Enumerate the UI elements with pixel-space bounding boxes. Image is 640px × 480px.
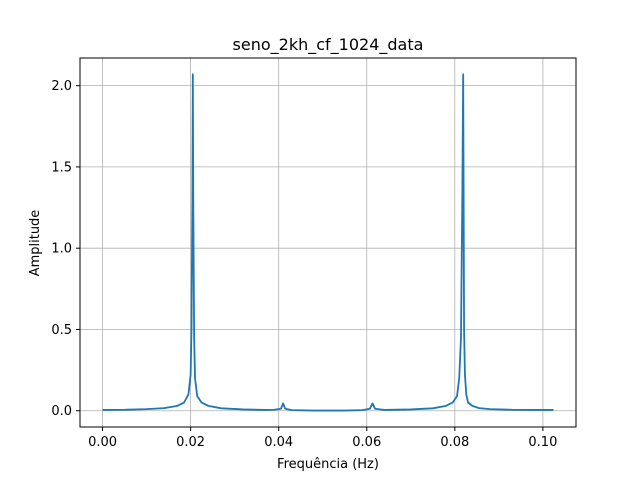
x-tick-label: 0.02 [176,435,205,450]
chart-title: seno_2kh_cf_1024_data [233,35,424,55]
x-tick-label: 0.00 [88,435,117,450]
y-tick-label: 0.5 [51,323,72,338]
plot-background [80,58,576,427]
x-axis-ticks: 0.00 0.02 0.04 0.06 0.08 0.10 [88,427,557,450]
y-tick-label: 1.0 [51,242,72,257]
x-tick-label: 0.04 [264,435,293,450]
y-axis-label: Amplitude [28,210,43,277]
y-tick-label: 1.5 [51,160,72,175]
series-layer [102,73,554,412]
x-tick-label: 0.08 [440,435,469,450]
y-tick-label: 0.0 [51,404,72,419]
plot-frame [79,57,577,428]
grid [80,58,576,427]
x-tick-label: 0.10 [528,435,557,450]
series-line [102,73,554,412]
y-tick-label: 2.0 [51,79,72,94]
x-axis-label: Frequência (Hz) [277,457,379,472]
y-axis-ticks: 0.0 0.5 1.0 1.5 2.0 [51,79,80,419]
x-tick-label: 0.06 [352,435,381,450]
